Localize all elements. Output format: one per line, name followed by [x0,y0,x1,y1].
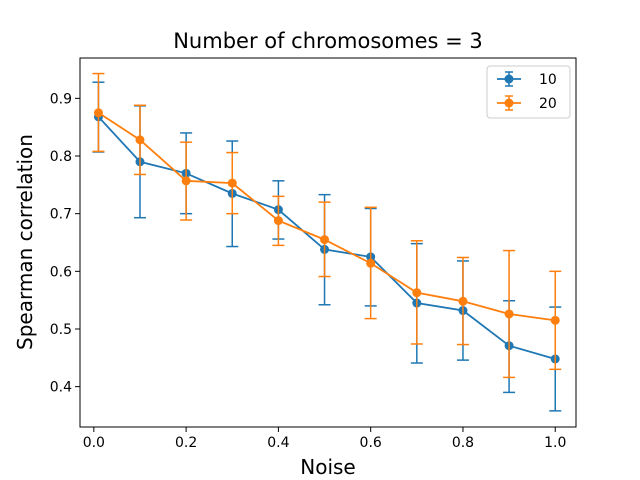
y-tick-label: 0.8 [50,149,72,165]
data-point-20 [93,108,103,118]
data-point-20 [412,288,422,298]
y-tick-label: 0.5 [50,322,72,338]
y-tick-label: 0.9 [50,91,72,107]
y-tick-label: 0.4 [50,380,72,396]
x-tick-label: 0.2 [175,435,197,451]
x-tick-label: 0.4 [267,435,289,451]
chart-title: Number of chromosomes = 3 [173,29,483,53]
data-point-20 [366,258,376,268]
y-axis-label: Spearman correlation [13,134,37,350]
x-tick-label: 0.8 [452,435,474,451]
data-point-20 [181,176,191,186]
plot-area: 0.0 0.2 0.4 0.6 0.8 1.0 0.4 0.5 0.6 0.7 0.8 0.9 10 20 [50,57,577,451]
legend-label-10: 10 [539,72,557,88]
data-point-20 [227,178,237,188]
legend-marker-10 [504,74,514,84]
data-point-20 [320,235,330,245]
x-tick-label: 1.0 [544,435,566,451]
legend-marker-20 [504,98,514,108]
axes-frame [79,57,577,428]
legend-label-20: 20 [539,96,557,112]
data-point-20 [504,309,514,319]
data-point-20 [550,315,560,325]
x-tick-label: 0.0 [83,435,105,451]
y-tick-label: 0.6 [50,264,72,280]
data-point-20 [273,216,283,226]
x-tick-label: 0.6 [360,435,382,451]
y-tick-label: 0.7 [50,207,72,223]
data-point-20 [135,135,145,145]
x-axis-label: Noise [300,455,355,479]
data-point-20 [458,296,468,306]
legend-box [486,65,571,119]
